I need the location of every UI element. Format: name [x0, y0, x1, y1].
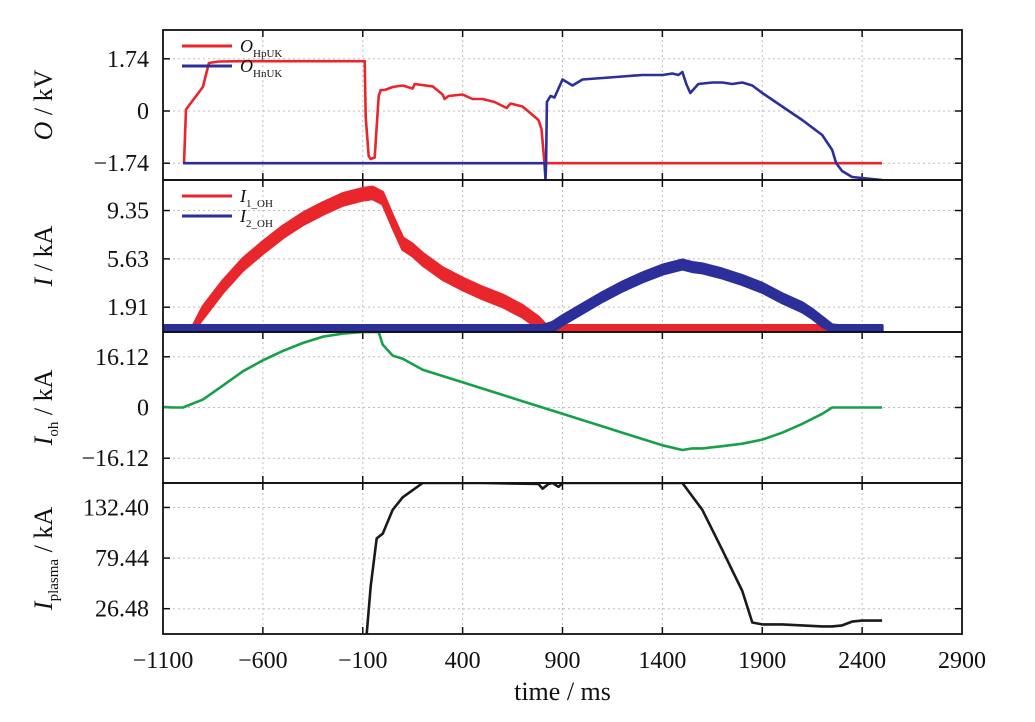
y-axis-title: Iplasma / kA: [29, 507, 62, 611]
series-line-line-0: [163, 332, 883, 452]
y-tick-label: 26.48: [95, 597, 149, 623]
series-band-I_1_OH: [163, 185, 884, 332]
series-band-I_2_OH: [163, 258, 884, 332]
y-tick-label: 9.35: [107, 199, 149, 225]
panel-frame: [162, 482, 963, 635]
legend-label: I2_OH: [239, 206, 273, 230]
y-axis-title: O / kV: [29, 69, 58, 140]
y-tick-label: 0: [137, 99, 149, 125]
x-tick-label: 900: [545, 648, 581, 674]
x-tick-label: 2400: [838, 648, 886, 674]
y-tick-label: 1.91: [107, 295, 149, 321]
series-line-line-0: [365, 483, 883, 634]
x-axis-title: time / ms: [514, 677, 611, 706]
series-group: [182, 59, 883, 180]
y-tick-label: 0: [137, 396, 149, 422]
x-tick-label: 400: [445, 648, 481, 674]
x-tick-label: 2900: [938, 648, 986, 674]
x-tick-label: −600: [238, 648, 288, 674]
x-tick-label: 1400: [638, 648, 686, 674]
series-group: [365, 483, 883, 634]
y-axis-title: Ioh / kA: [29, 369, 62, 446]
y-tick-label: 5.63: [107, 247, 149, 273]
y-axis-title: I / kA: [29, 225, 58, 287]
y-tick-label: 1.74: [107, 47, 149, 73]
panel-4: 132.40 79.44 26.48 Iplasma / kA: [29, 482, 963, 635]
legend-label: I1_OH: [239, 186, 273, 210]
series-line-O_HpUK: [182, 59, 883, 165]
series-group: [163, 185, 884, 332]
y-tick-label: 16.12: [95, 345, 149, 371]
series-group: [163, 332, 883, 452]
y-tick-label: −1.74: [93, 151, 149, 177]
x-tick-label: −100: [338, 648, 388, 674]
panel-3: 16.12 0 −16.12 Ioh / kA: [29, 331, 963, 484]
legend-label: OHpUK: [240, 36, 282, 60]
x-tick-label: 1900: [738, 648, 786, 674]
y-tick-label: 79.44: [95, 546, 149, 572]
y-tick-label: −16.12: [81, 446, 149, 472]
y-tick-label: 132.40: [83, 495, 149, 521]
x-tick-label: −1100: [133, 648, 194, 674]
legend-label: OHnUK: [240, 56, 282, 80]
x-axis: −1100 −600 −100 400 900 1400 1900 2400 2900: [133, 648, 986, 674]
series-line-O_HnUK: [183, 70, 883, 180]
